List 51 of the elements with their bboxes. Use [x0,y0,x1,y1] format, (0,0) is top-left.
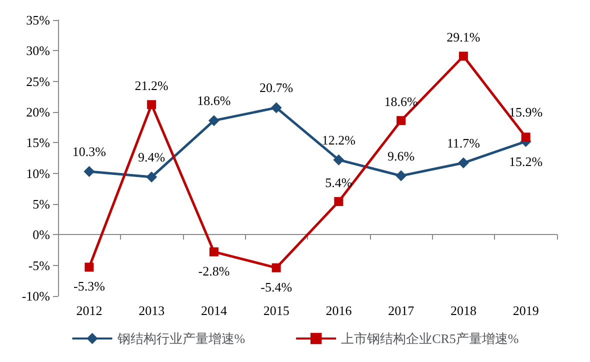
x-tick-label: 2018 [450,303,476,318]
data-label: 9.4% [138,150,166,165]
point [84,262,94,272]
point [458,52,468,61]
x-tick-label: 2012 [76,303,102,318]
y-tick-label: 25% [26,74,50,89]
y-tick-label: 35% [26,12,50,28]
point [333,154,344,166]
point [146,172,158,183]
x-tick-label: 2017 [388,303,415,318]
y-tick-label: 30% [26,43,50,58]
point [270,102,282,114]
data-label: 15.9% [509,104,543,120]
data-label: 12.2% [322,132,356,148]
point [209,247,218,256]
point [84,166,95,177]
point [208,115,220,126]
legend-label: 钢结构行业产量增速% [116,331,246,346]
data-label: 18.6% [197,93,231,108]
y-tick-label: -5% [28,258,50,273]
legend-label: 上市钢结构企业CR5产量增速% [341,331,519,346]
x-tick-label: 2014 [200,303,228,318]
point [272,263,281,272]
data-label: 15.2% [509,154,543,169]
y-tick-label: 10% [26,166,50,181]
y-tick-label: 0% [32,227,50,242]
x-tick-label: 2016 [326,303,352,318]
data-label: -2.8% [198,263,230,278]
data-label: 9.6% [388,148,415,164]
point [147,100,156,110]
point [458,157,469,168]
y-tick-label: 15% [26,135,50,150]
x-tick-label: 2015 [263,303,290,318]
point [396,116,406,126]
data-label: 18.6% [384,94,418,110]
data-label: 20.7% [260,80,294,96]
x-tick-label: 2019 [512,303,539,318]
data-label: 5.4% [325,175,352,190]
data-label: 21.2% [134,78,169,94]
data-label: 29.1% [446,30,480,45]
data-label: 11.7% [446,135,480,150]
data-label: 10.3% [72,144,106,159]
y-tick-label: 5% [32,196,50,212]
point [521,132,530,142]
point [334,197,344,206]
y-tick-label: -10% [22,288,50,304]
x-tick-label: 2013 [138,303,165,318]
point [396,170,407,182]
data-label: -5.4% [260,279,292,294]
y-tick-label: 20% [26,104,50,120]
data-label: -5.3% [73,278,106,294]
